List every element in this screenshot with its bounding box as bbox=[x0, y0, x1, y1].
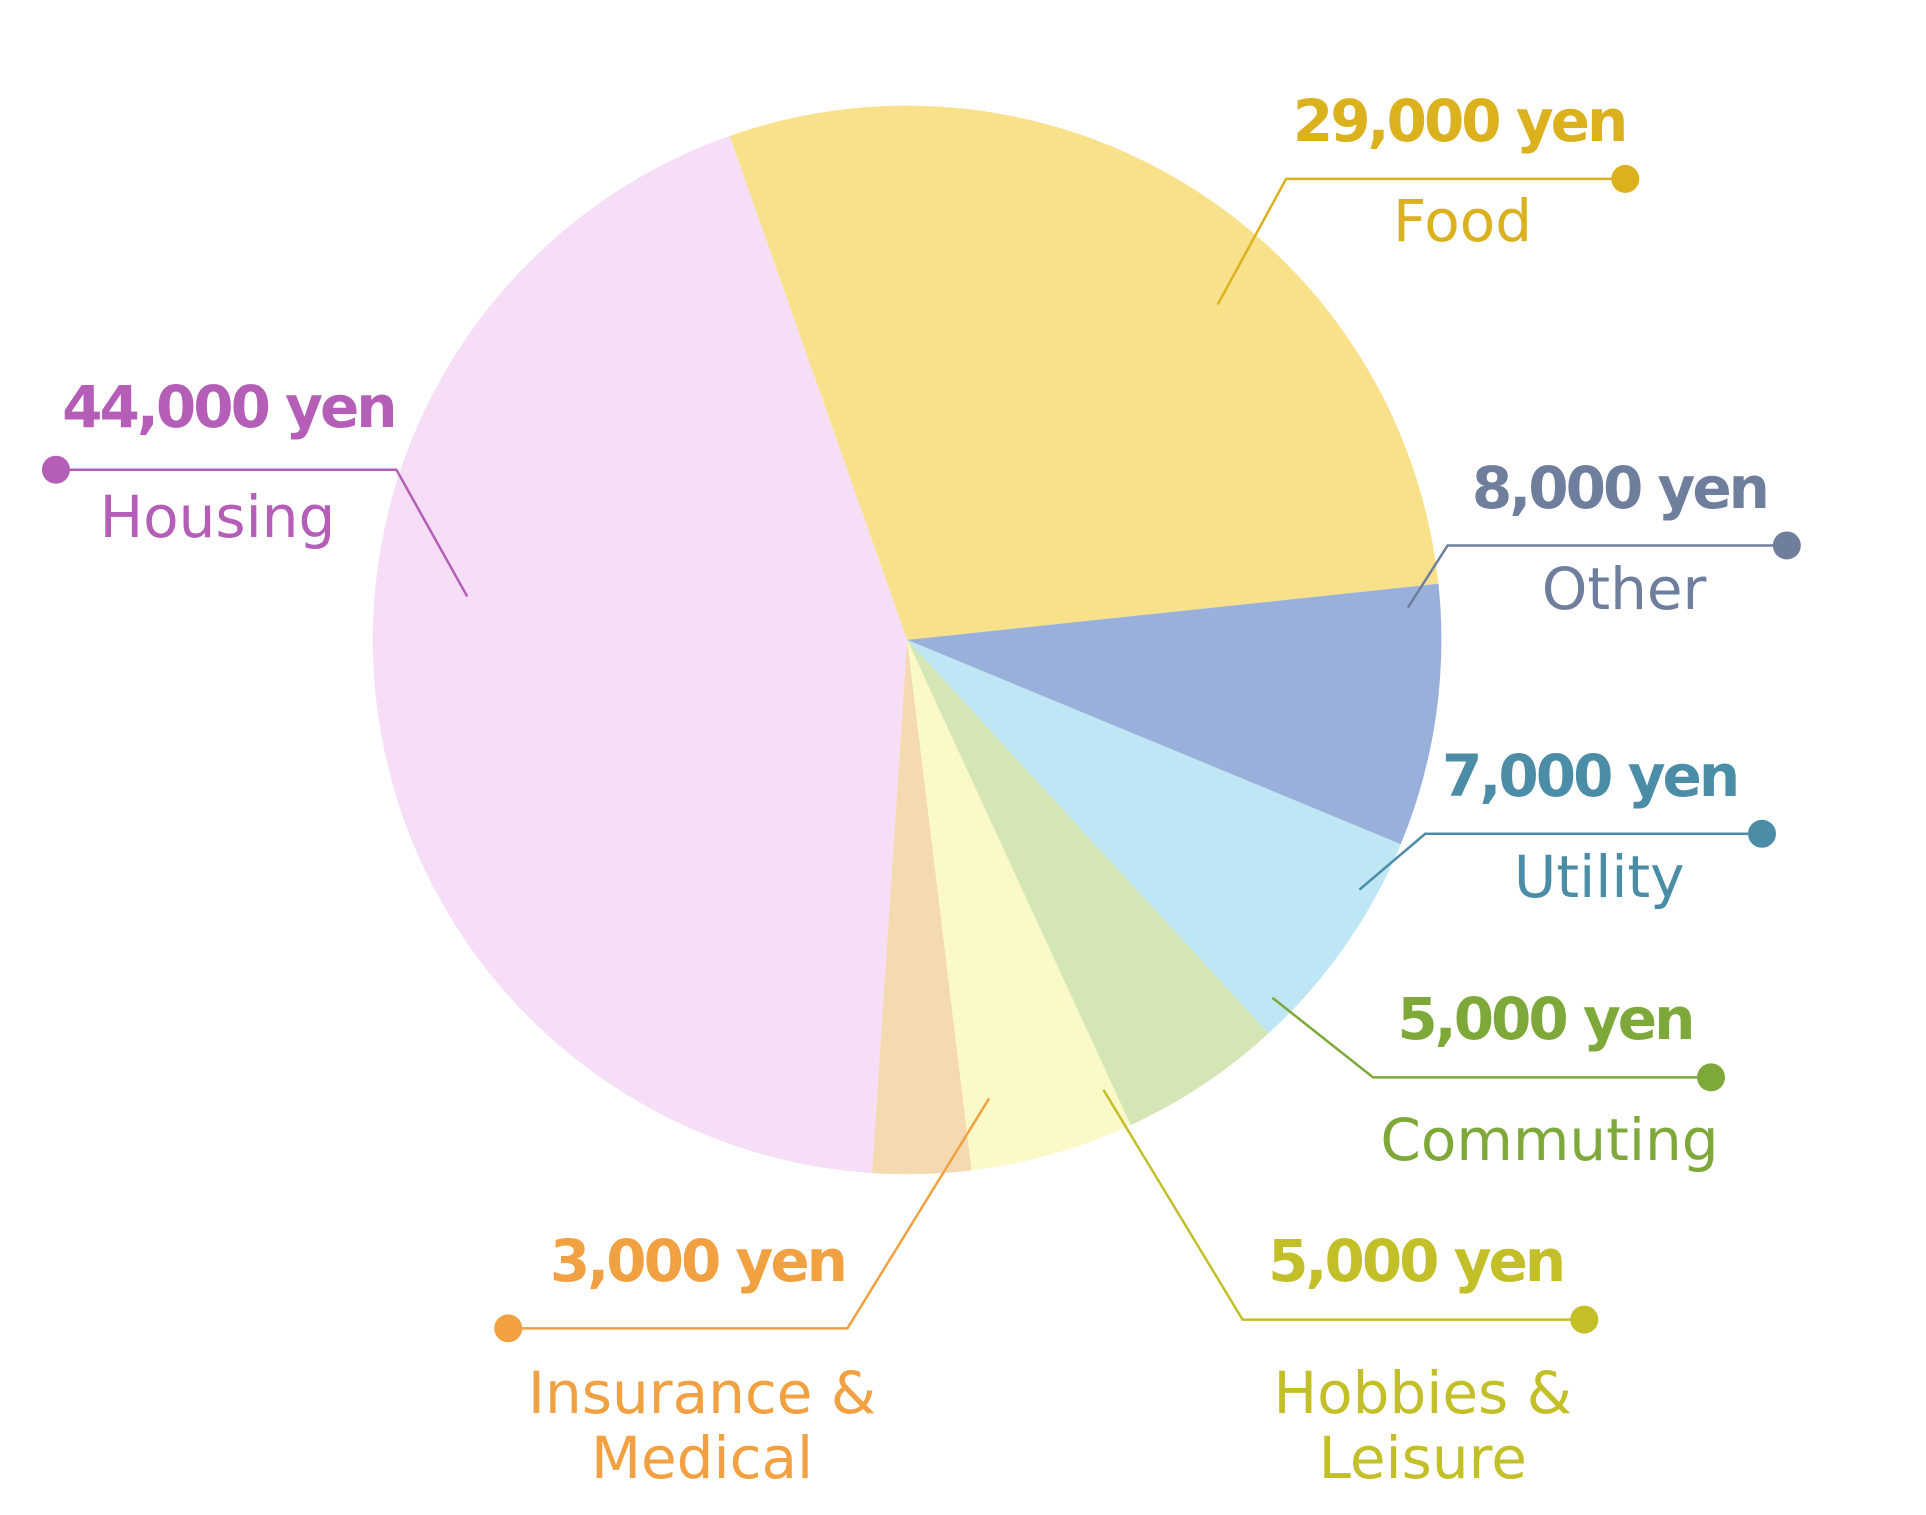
leader-dot bbox=[1611, 164, 1640, 193]
pie-slice bbox=[729, 105, 1439, 640]
leader-dot bbox=[1697, 1063, 1726, 1092]
value-label: 44,000 yen bbox=[62, 373, 397, 442]
leader-dot bbox=[1747, 819, 1776, 848]
pie-slice bbox=[907, 639, 1401, 1034]
leader-dot bbox=[494, 1314, 523, 1343]
category-label: Other bbox=[1541, 554, 1707, 623]
category-label: Utility bbox=[1513, 842, 1685, 911]
value-label: 29,000 yen bbox=[1292, 87, 1628, 156]
leader-line bbox=[55, 468, 469, 598]
pie-slice bbox=[372, 135, 908, 1174]
value-label: 5,000 yen bbox=[1397, 984, 1695, 1053]
category-label: Insurance & Medical bbox=[527, 1358, 877, 1492]
leader-line bbox=[1271, 996, 1712, 1079]
category-label: Housing bbox=[99, 482, 336, 551]
leader-dot bbox=[1570, 1305, 1599, 1334]
leader-line bbox=[1358, 832, 1762, 891]
value-label: 5,000 yen bbox=[1268, 1226, 1566, 1295]
category-label: Commuting bbox=[1380, 1106, 1719, 1175]
value-label: 8,000 yen bbox=[1471, 454, 1770, 523]
leader-dot bbox=[1772, 531, 1801, 560]
category-label: Food bbox=[1392, 186, 1533, 255]
value-label: 3,000 yen bbox=[549, 1226, 848, 1295]
leader-line bbox=[1102, 1089, 1585, 1321]
leader-line bbox=[1216, 177, 1626, 306]
pie-slice bbox=[907, 639, 1269, 1126]
value-label: 7,000 yen bbox=[1442, 742, 1740, 811]
category-label: Hobbies & Leisure bbox=[1273, 1358, 1572, 1492]
leader-line bbox=[1406, 544, 1787, 609]
leader-line bbox=[508, 1097, 991, 1330]
pie-slice bbox=[871, 639, 972, 1175]
leader-dot bbox=[41, 455, 70, 484]
pie-slice bbox=[907, 583, 1442, 845]
pie-slice bbox=[907, 639, 1131, 1171]
